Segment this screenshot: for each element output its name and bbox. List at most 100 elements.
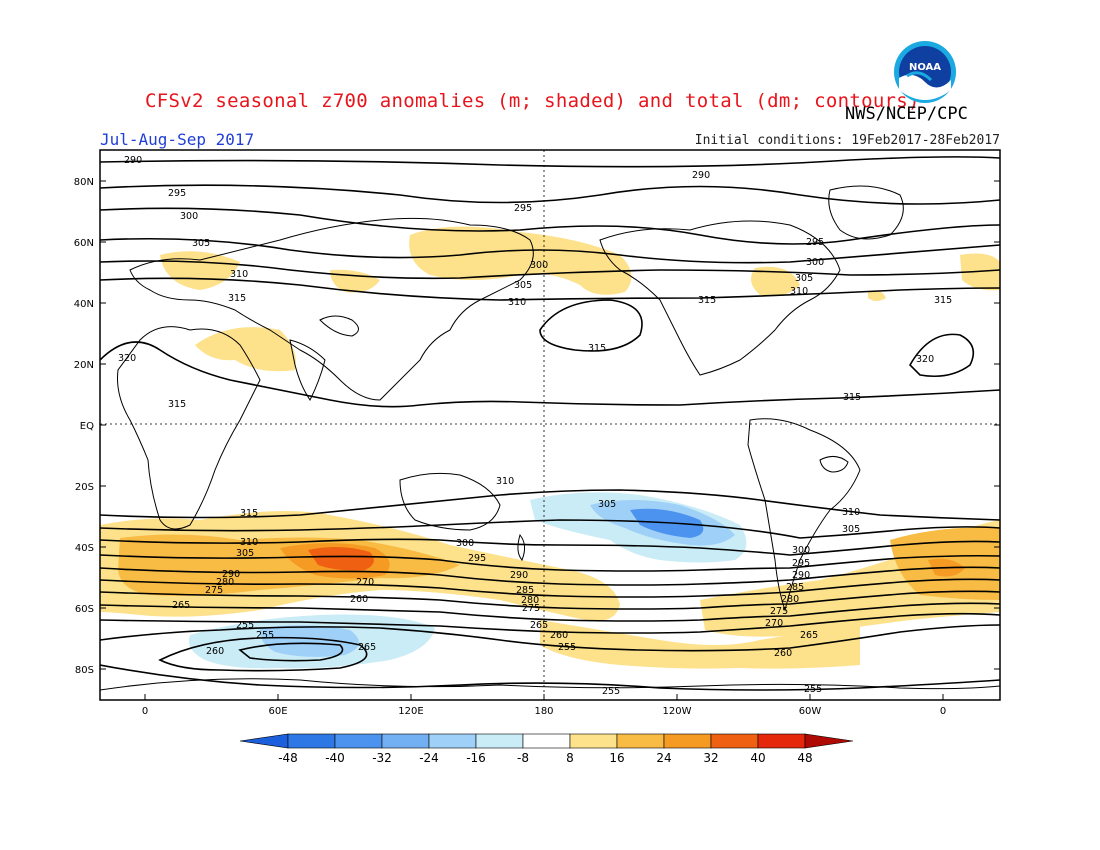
contour-label: 255 <box>236 620 254 631</box>
contour-label: 265 <box>358 642 376 653</box>
colorbar-segment <box>381 733 430 749</box>
colorbar-label: -32 <box>372 751 392 765</box>
contour-labels: 290 295 300 305 310 315 320 315 290 295 … <box>118 155 952 697</box>
lat-tick-label: 60N <box>74 238 94 249</box>
colorbar-segment <box>428 733 477 749</box>
antarctica-outline <box>100 678 1000 691</box>
contour-label: 295 <box>792 558 810 569</box>
contour-label: 285 <box>516 585 534 596</box>
contour-label: 295 <box>168 188 186 199</box>
contour-label: 310 <box>508 297 526 308</box>
colorbar-segment <box>334 733 383 749</box>
colorbar-arrow-right <box>804 733 854 749</box>
contour-label: 315 <box>228 293 246 304</box>
contour-label: 315 <box>168 399 186 410</box>
lon-axis: 0 60E 120E 180 120W 60W 0 <box>142 694 946 717</box>
noaa-logo: NOAA <box>894 41 956 103</box>
colorbar-segment <box>287 733 336 749</box>
colorbar-label: -24 <box>419 751 439 765</box>
contour-label: 260 <box>774 648 792 659</box>
lon-tick-label: 180 <box>534 706 553 717</box>
colorbar-segment <box>757 733 806 749</box>
contour-label: 305 <box>842 524 860 535</box>
contour-label: 260 <box>550 630 568 641</box>
colorbar-label: -16 <box>466 751 486 765</box>
contour-label: 305 <box>598 499 616 510</box>
contour-label: 310 <box>230 269 248 280</box>
contour-label: 300 <box>806 257 824 268</box>
lon-tick-label: 60E <box>268 706 287 717</box>
colorbar: -48 -40 -32 -24 -16 -8 8 16 24 32 40 48 <box>239 733 854 765</box>
contour-label: 280 <box>521 595 539 606</box>
contour-label: 255 <box>256 630 274 641</box>
contour-label: 315 <box>843 392 861 403</box>
contour-label: 280 <box>781 594 799 605</box>
contour-label: 280 <box>216 577 234 588</box>
contour-label: 300 <box>456 538 474 549</box>
lat-tick-label: 20N <box>74 360 94 371</box>
map-title: CFSv2 seasonal z700 anomalies (m; shaded… <box>145 90 920 112</box>
contour-label: 255 <box>558 642 576 653</box>
contour-label: 285 <box>786 582 804 593</box>
southamerica-outline <box>747 418 861 612</box>
lat-tick-label: 40S <box>75 543 94 554</box>
anomaly-shading <box>100 226 1000 669</box>
colorbar-label: 16 <box>609 751 624 765</box>
colorbar-label: 32 <box>703 751 718 765</box>
contour-label: 300 <box>180 211 198 222</box>
contour-label: 275 <box>205 585 223 596</box>
season-label: Jul-Aug-Sep 2017 <box>100 130 255 149</box>
contour-label: 300 <box>530 260 548 271</box>
lat-tick-label: EQ <box>80 421 94 432</box>
contour-label: 305 <box>795 273 813 284</box>
contour-label: 290 <box>792 570 810 581</box>
colorbar-segment <box>663 733 712 749</box>
contour-label: 310 <box>496 476 514 487</box>
colorbar-segment <box>569 733 618 749</box>
contour-label: 290 <box>692 170 710 181</box>
contour-label: 315 <box>240 508 258 519</box>
contour-label: 255 <box>602 686 620 697</box>
colorbar-label: 40 <box>750 751 765 765</box>
lake-outline <box>319 315 359 337</box>
contour-label: 270 <box>356 577 374 588</box>
contour-label: 315 <box>698 295 716 306</box>
contour-label: 260 <box>350 594 368 605</box>
contour-label: 320 <box>916 354 934 365</box>
contour-label: 295 <box>806 237 824 248</box>
lat-tick-label: 80S <box>75 665 94 676</box>
colorbar-segment <box>710 733 759 749</box>
lat-tick-label: 60S <box>75 604 94 615</box>
svg-text:NOAA: NOAA <box>909 62 941 73</box>
contour-label: 320 <box>118 353 136 364</box>
lon-tick-label: 0 <box>142 706 148 717</box>
contour-label: 290 <box>124 155 142 166</box>
colorbar-label: 24 <box>656 751 671 765</box>
northamerica-outline <box>599 220 841 376</box>
india-outline <box>289 339 326 401</box>
lon-tick-label: 120W <box>663 706 692 717</box>
contour-label: 310 <box>842 507 860 518</box>
lon-tick-label: 0 <box>940 706 946 717</box>
contour-label: 305 <box>192 238 210 249</box>
africa-outline <box>117 326 261 530</box>
contour-label: 295 <box>514 203 532 214</box>
contour-label: 265 <box>172 600 190 611</box>
colorbar-label: 48 <box>797 751 812 765</box>
colorbar-segment <box>475 733 524 749</box>
contour-label: 265 <box>800 630 818 641</box>
contour-label: 290 <box>222 569 240 580</box>
contour-label: 265 <box>530 620 548 631</box>
contour-label: 275 <box>770 606 788 617</box>
contour-label: 270 <box>765 618 783 629</box>
colorbar-segment <box>616 733 665 749</box>
contour-label: 315 <box>934 295 952 306</box>
contour-label: 310 <box>790 286 808 297</box>
contour-label: 255 <box>804 684 822 695</box>
contour-label: 305 <box>514 280 532 291</box>
colorbar-label: -48 <box>278 751 298 765</box>
contour-label: 260 <box>206 646 224 657</box>
contour-label: 305 <box>236 548 254 559</box>
colorbar-label: 8 <box>566 751 574 765</box>
